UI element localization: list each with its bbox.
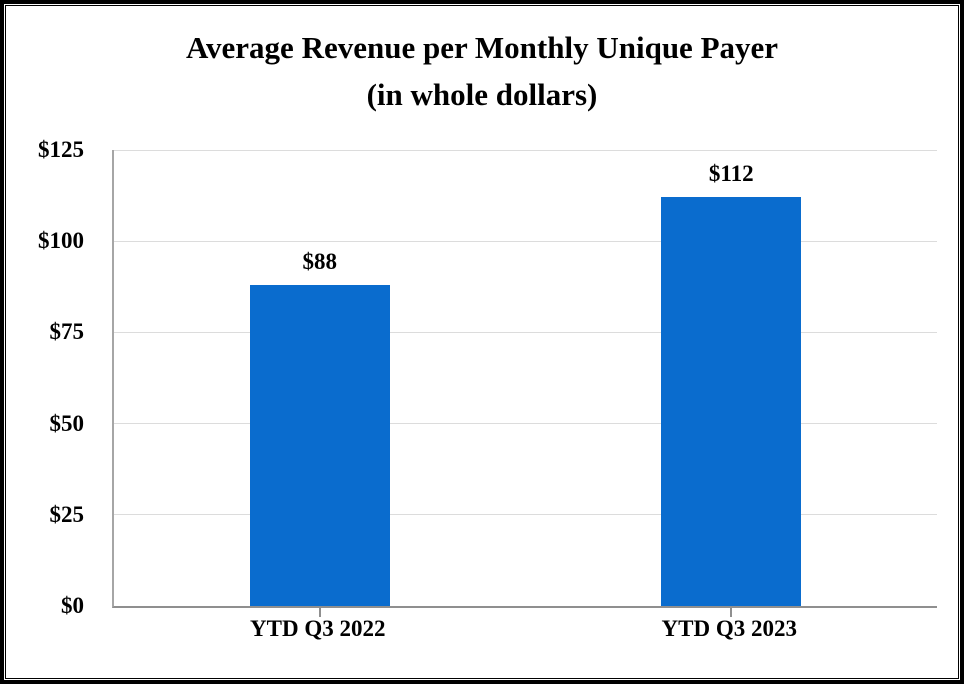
x-axis-labels: YTD Q3 2022 YTD Q3 2023	[112, 616, 935, 656]
y-axis-labels: $0 $25 $50 $75 $100 $125	[4, 4, 85, 680]
gridline-50	[114, 423, 937, 425]
y-tick-label-0: $0	[61, 593, 84, 618]
gridline-75	[114, 331, 937, 333]
gridline-125	[114, 149, 937, 151]
bar-value-label: $112	[708, 161, 754, 186]
bar-ytd-q3-2022	[249, 285, 390, 606]
x-axis-tick	[730, 608, 733, 617]
bar-value-label: $88	[302, 249, 338, 274]
chart-title-block: Average Revenue per Monthly Unique Payer…	[4, 24, 960, 118]
x-category-label: YTD Q3 2022	[250, 616, 386, 641]
gridline-25	[114, 514, 937, 516]
bar-ytd-q3-2023	[661, 197, 802, 606]
chart-subtitle: (in whole dollars)	[366, 77, 598, 112]
y-tick-label-50: $50	[49, 410, 85, 436]
chart-title: Average Revenue per Monthly Unique Payer	[185, 30, 779, 65]
plot-area: $88 $112	[112, 149, 937, 617]
x-category-label: YTD Q3 2023	[661, 616, 797, 641]
y-tick-label-75: $75	[49, 319, 85, 345]
y-tick-label-100: $100	[38, 228, 84, 254]
gridline-100	[114, 240, 937, 242]
x-axis-tick	[318, 608, 321, 617]
y-tick-label-125: $125	[38, 137, 84, 162]
y-tick-label-25: $25	[49, 501, 85, 527]
